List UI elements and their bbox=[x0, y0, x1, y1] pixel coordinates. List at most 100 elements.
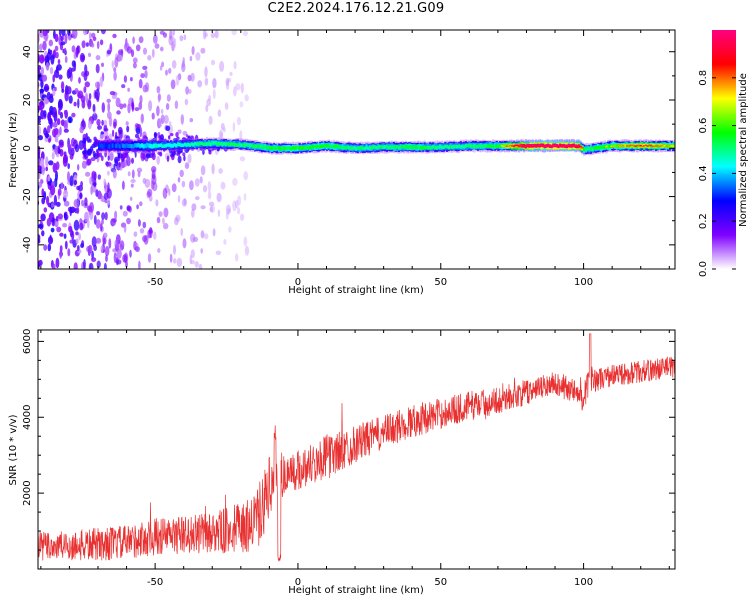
noise-blob bbox=[46, 51, 52, 61]
noise-blob bbox=[194, 261, 199, 268]
ridge-cell bbox=[610, 145, 613, 147]
ridge-cell bbox=[497, 144, 500, 148]
noise-blob bbox=[76, 245, 80, 252]
ridge-cell bbox=[144, 143, 147, 148]
noise-blob bbox=[239, 130, 243, 140]
ridge-cell bbox=[373, 145, 377, 149]
noise-blob bbox=[39, 54, 45, 64]
noise-blob bbox=[91, 257, 97, 262]
ridge-cell bbox=[535, 145, 538, 148]
noise-blob bbox=[160, 108, 164, 114]
noise-blob bbox=[59, 245, 63, 252]
noise-blob bbox=[233, 61, 237, 70]
x-tick-label: 50 bbox=[434, 577, 447, 588]
noise-blob bbox=[229, 71, 233, 76]
ridge-cell bbox=[132, 144, 135, 149]
ridge-cell bbox=[437, 145, 440, 149]
noise-blob bbox=[171, 60, 177, 69]
noise-blob bbox=[207, 181, 212, 192]
noise-blob bbox=[89, 202, 94, 213]
noise-blob bbox=[142, 153, 146, 160]
ridge-cell bbox=[176, 142, 180, 146]
noise-blob bbox=[107, 170, 110, 176]
ridge-cell bbox=[349, 146, 353, 150]
noise-blob bbox=[101, 218, 104, 225]
noise-blob bbox=[67, 143, 71, 149]
ridge-cell bbox=[511, 145, 514, 147]
ridge-cell bbox=[363, 146, 366, 151]
noise-blob bbox=[89, 146, 94, 152]
noise-blob bbox=[111, 94, 117, 100]
noise-blob bbox=[116, 110, 121, 115]
noise-blob bbox=[204, 66, 208, 78]
ridge-cell bbox=[303, 146, 306, 150]
ridge-cell bbox=[631, 144, 634, 147]
ridge-cell bbox=[163, 144, 166, 148]
ridge-cell bbox=[265, 145, 269, 150]
ridge-cell bbox=[331, 144, 334, 149]
ridge-cell bbox=[557, 144, 560, 147]
ridge-cell bbox=[168, 143, 171, 147]
noise-blob bbox=[176, 152, 181, 156]
ridge-cell bbox=[406, 144, 409, 149]
noise-blob bbox=[86, 158, 91, 166]
ridge-cell bbox=[322, 144, 325, 148]
noise-blob bbox=[56, 118, 61, 126]
noise-blob bbox=[126, 217, 131, 225]
noise-blob bbox=[38, 105, 43, 111]
noise-blob bbox=[151, 152, 156, 161]
noise-blob bbox=[184, 162, 190, 170]
ridge-cell bbox=[156, 144, 159, 148]
noise-blob bbox=[156, 155, 160, 165]
noise-blob bbox=[200, 230, 205, 239]
ridge-cell bbox=[572, 145, 575, 147]
ridge-cell bbox=[358, 146, 361, 150]
noise-blob bbox=[104, 211, 108, 221]
noise-blob bbox=[189, 254, 192, 265]
noise-blob bbox=[54, 127, 59, 136]
ridge-cell bbox=[495, 144, 498, 149]
noise-blob bbox=[49, 234, 52, 243]
noise-blob bbox=[239, 101, 244, 108]
noise-blob bbox=[55, 257, 60, 269]
noise-blob bbox=[96, 150, 100, 158]
noise-blob bbox=[220, 123, 225, 130]
noise-blob bbox=[67, 116, 73, 124]
ridge-cell bbox=[223, 141, 226, 146]
noise-blob bbox=[60, 81, 65, 91]
ridge-cell bbox=[471, 144, 474, 149]
noise-blob bbox=[155, 199, 159, 207]
noise-blob bbox=[148, 100, 153, 112]
noise-blob bbox=[48, 137, 51, 143]
ridge-cell bbox=[387, 145, 390, 150]
ridge-cell bbox=[464, 143, 468, 148]
ridge-cell bbox=[231, 142, 234, 147]
noise-blob bbox=[239, 156, 246, 162]
ridge-cell bbox=[550, 145, 553, 147]
ridge-cell bbox=[500, 144, 504, 147]
ridge-cell bbox=[149, 143, 152, 149]
noise-blob bbox=[113, 71, 117, 81]
noise-blob bbox=[154, 43, 160, 49]
noise-blob bbox=[235, 199, 239, 209]
noise-blob bbox=[122, 180, 125, 190]
ridge-cell bbox=[504, 145, 507, 147]
noise-blob bbox=[122, 152, 126, 160]
ridge-cell bbox=[382, 145, 385, 149]
ridge-cell bbox=[214, 141, 217, 145]
noise-blob bbox=[144, 82, 150, 92]
ridge-cell bbox=[283, 146, 286, 151]
ridge-cell bbox=[423, 145, 426, 150]
noise-blob bbox=[46, 91, 51, 100]
noise-blob bbox=[38, 65, 42, 71]
noise-blob bbox=[177, 155, 182, 164]
noise-blob bbox=[94, 81, 101, 89]
noise-blob bbox=[162, 187, 168, 199]
noise-blob bbox=[40, 79, 44, 89]
noise-blob bbox=[107, 161, 112, 167]
noise-blob bbox=[182, 130, 188, 136]
ridge-cell bbox=[576, 145, 579, 147]
ridge-cell bbox=[562, 144, 565, 147]
noise-blob bbox=[160, 114, 165, 125]
noise-blob bbox=[99, 152, 102, 158]
